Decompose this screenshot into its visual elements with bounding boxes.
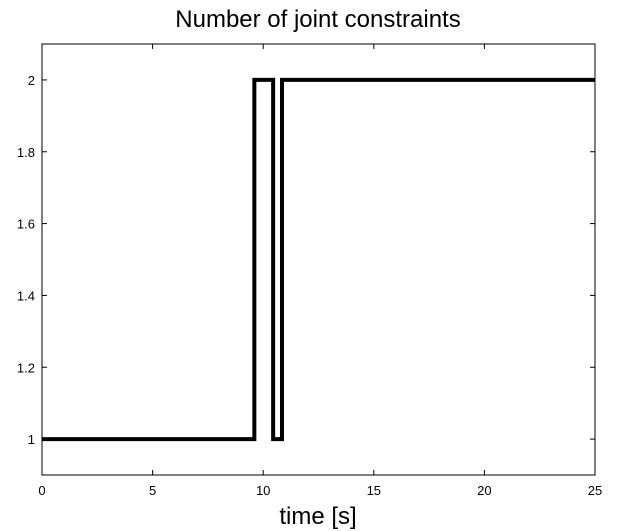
x-axis-tick-labels: 0 5 10 15 20 25 — [38, 483, 602, 498]
y-tick-label: 1.6 — [17, 217, 35, 232]
y-axis-tick-labels: 1 1.2 1.4 1.6 1.8 2 — [17, 73, 35, 447]
series-layer — [42, 77, 595, 442]
x-tick-label: 10 — [256, 483, 270, 498]
y-tick-label: 1.4 — [17, 288, 35, 303]
y-tick-label: 1.2 — [17, 360, 35, 375]
y-tick-label: 2 — [28, 73, 35, 88]
x-tick-label: 5 — [149, 483, 156, 498]
x-tick-label: 0 — [38, 483, 45, 498]
x-tick-label: 20 — [477, 483, 491, 498]
plot-area — [41, 43, 596, 476]
x-tick-label: 25 — [588, 483, 602, 498]
series-line — [42, 77, 595, 442]
x-axis-ticks — [41, 44, 596, 475]
x-tick-label: 15 — [367, 483, 381, 498]
y-tick-label: 1.8 — [17, 145, 35, 160]
y-tick-label: 1 — [28, 432, 35, 447]
x-axis-label: time [s] — [279, 503, 356, 530]
chart-title: Number of joint constraints — [175, 6, 460, 33]
